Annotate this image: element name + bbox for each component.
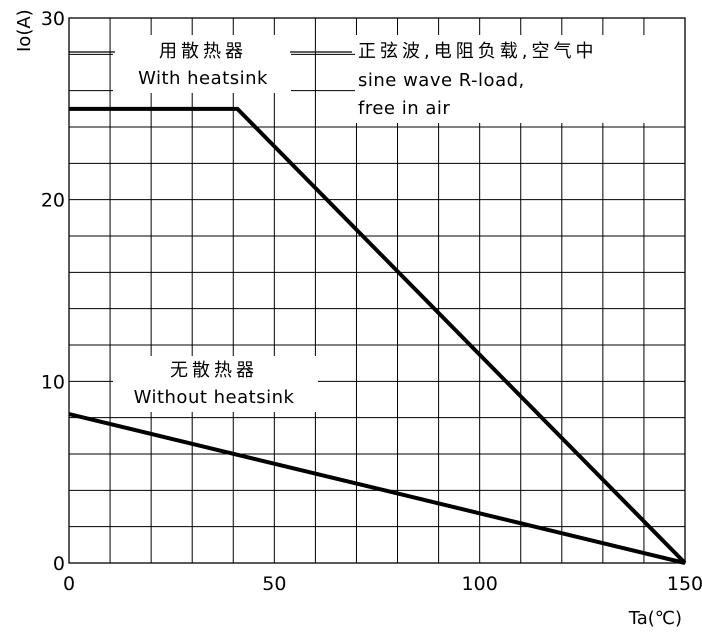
plot-frame <box>68 17 686 564</box>
tick-labels: 0 50 100 150 0 10 20 30 <box>41 8 702 595</box>
condition-label-en-2: free in air <box>358 98 450 119</box>
without-heatsink-label-en: Without heatsink <box>134 387 295 408</box>
y-tick-label: 0 <box>53 553 65 575</box>
without-heatsink-label-bg <box>113 356 318 412</box>
y-axis-label: Io(A) <box>14 9 35 52</box>
x-axis-label: Ta(℃) <box>628 608 682 629</box>
with-heatsink-label-zh: 用散热器 <box>159 41 247 62</box>
y-tick-label: 20 <box>41 190 65 212</box>
condition-label-zh: 正弦波,电阻负载,空气中 <box>358 41 597 62</box>
series-line-with-heatsink <box>69 106 687 565</box>
series-lines <box>68 106 687 565</box>
y-tick-label: 30 <box>41 8 65 30</box>
y-tick-label: 10 <box>41 371 65 393</box>
x-tick-label: 100 <box>462 573 498 595</box>
condition-label-bg <box>355 35 685 123</box>
condition-label-en-1: sine wave R-load, <box>358 70 525 91</box>
series-line-without-heatsink <box>68 412 686 565</box>
x-tick-label: 50 <box>262 573 286 595</box>
without-heatsink-label-zh: 无散热器 <box>170 360 258 381</box>
with-heatsink-label-bg <box>113 35 291 93</box>
with-heatsink-label-en: With heatsink <box>138 68 268 89</box>
x-tick-label: 0 <box>63 573 75 595</box>
x-tick-label: 150 <box>667 573 702 595</box>
